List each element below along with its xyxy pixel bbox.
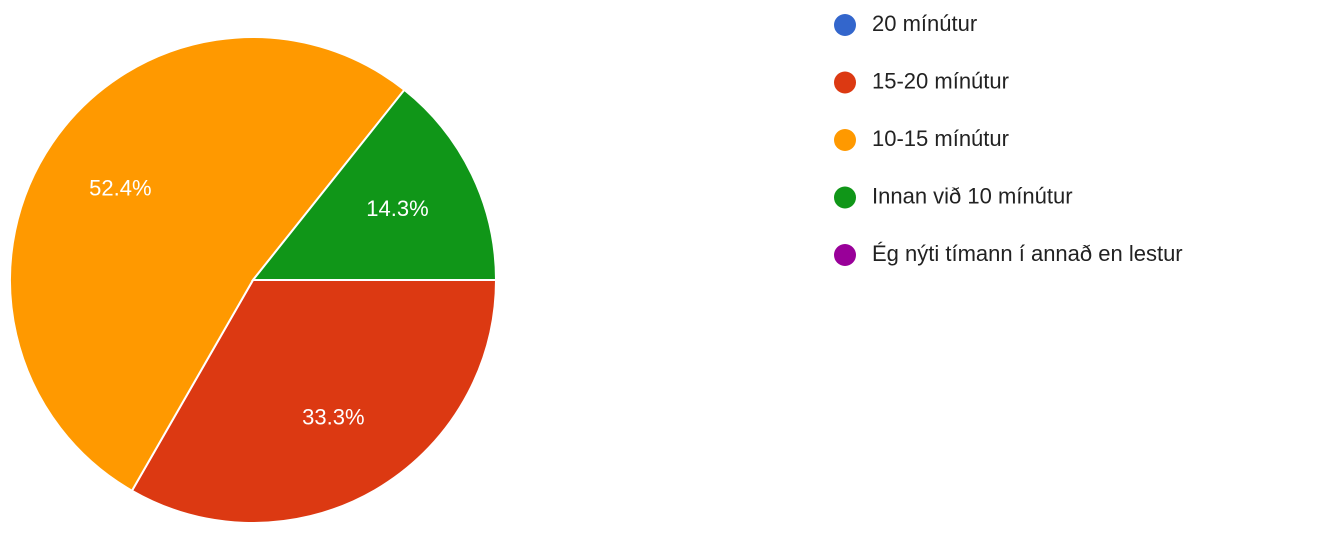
legend-marker bbox=[834, 186, 856, 209]
legend-marker bbox=[834, 71, 856, 94]
legend-text: 20 mínútur bbox=[872, 11, 977, 36]
pie-slice bbox=[250, 88, 498, 281]
legend-text: 15-20 mínútur bbox=[872, 68, 1009, 93]
pie-slice bbox=[130, 279, 498, 524]
legend-marker bbox=[834, 14, 856, 36]
legend-text: Ég nýti tímann í annað en lestur bbox=[872, 241, 1183, 266]
slice-label: 14.3% bbox=[366, 196, 428, 221]
pie-slice bbox=[9, 36, 406, 493]
legend-marker bbox=[834, 244, 856, 266]
legend-text: 10-15 mínútur bbox=[872, 126, 1009, 151]
legend-marker bbox=[834, 129, 856, 151]
legend-text: Innan við 10 mínútur bbox=[872, 183, 1073, 208]
slice-label: 52.4% bbox=[89, 176, 151, 201]
slice-label: 33.3% bbox=[302, 405, 364, 430]
